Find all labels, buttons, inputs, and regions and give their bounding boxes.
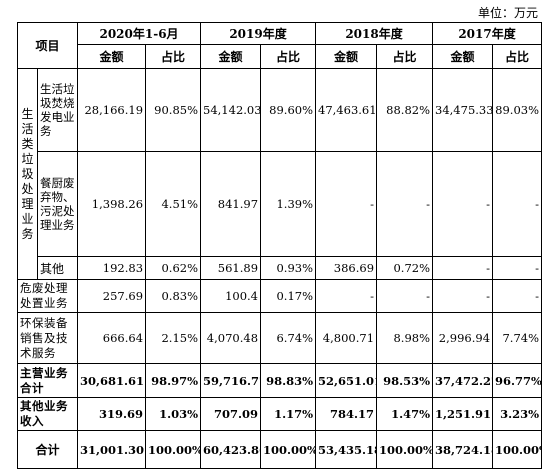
cell: - [432,256,494,280]
cell: 4.51% [145,151,202,257]
row-label: 主营业务合计 [16,363,79,398]
row-label: 环保装备销售及技术服务 [16,312,79,364]
cell: 257.69 [77,279,147,313]
table-row: 餐厨废弃物、污泥处理业务 1,398.26 4.51% 841.97 1.39%… [18,151,543,257]
table-row: 其他 192.83 0.62% 561.89 0.93% 386.69 0.72… [18,256,543,280]
table-row: 危废处理处置业务 257.69 0.83% 100.4 0.17% - - - … [16,279,543,313]
header-amount: 金额 [432,44,494,69]
header-amount: 金额 [315,44,378,69]
unit-label: 单位：万元 [477,6,538,20]
cell: 37,472.27 [432,363,494,398]
cell: 561.89 [200,256,262,280]
cell: 0.17% [260,279,317,313]
cell: - [315,151,378,257]
cell: 47,463.61 [315,68,378,152]
cell: 1.47% [376,397,434,431]
cell: 38,724.18 [432,430,494,469]
cell: - [432,151,494,257]
row-label: 危废处理处置业务 [16,279,79,313]
cell: 784.17 [315,397,378,431]
cell: 28,166.19 [77,68,147,152]
cell: 0.72% [376,256,434,280]
row-label: 生活垃圾焚烧发电业务 [36,68,79,152]
row-label: 其他 [36,256,79,280]
cell: 59,716.77 [200,363,262,398]
header-ratio: 占比 [145,44,202,69]
header-ratio: 占比 [260,44,317,69]
cell: 192.83 [77,256,147,280]
cell: 60,423.86 [200,430,262,469]
table-row: 合计 31,001.30 100.00% 60,423.86 100.00% 5… [16,430,543,469]
cell: 89.03% [492,68,543,152]
cell: 96.77% [492,363,543,398]
cell: 98.97% [145,363,202,398]
cell: 2,996.94 [432,312,494,364]
row-label: 合计 [16,430,79,469]
cell: 52,651.01 [315,363,378,398]
cell: 3.23% [492,397,543,431]
cell: 0.62% [145,256,202,280]
cell: - [376,279,434,313]
cell: 7.74% [492,312,543,364]
header-period: 2017年度 [432,22,543,45]
cell: 1,398.26 [77,151,147,257]
cell: 8.98% [376,312,434,364]
cell: 0.93% [260,256,317,280]
table-row: 环保装备销售及技术服务 666.64 2.15% 4,070.48 6.74% … [16,312,543,364]
cell: 1.17% [260,397,317,431]
cell: 0.83% [145,279,202,313]
cell: - [432,279,494,313]
cell: 100.00% [376,430,434,469]
header-item: 项目 [16,22,79,69]
table-row: 生活类垃圾处理业务 生活垃圾焚烧发电业务 28,166.19 90.85% 54… [17,68,543,280]
cell: - [315,279,378,313]
revenue-table: 项目 2020年1-6月 2019年度 2018年度 2017年度 金额 占比 … [16,22,543,469]
cell: 6.74% [260,312,317,364]
cell: 319.69 [77,397,147,431]
cell: 707.09 [200,397,262,431]
header-amount: 金额 [200,44,262,69]
cell: 89.60% [260,68,317,152]
header-amount: 金额 [77,44,147,69]
cell: 1,251.91 [432,397,494,431]
header-period: 2019年度 [200,22,317,45]
cell: 100.4 [200,279,262,313]
cell: - [376,151,434,257]
cell: - [492,256,543,280]
cell: 98.83% [260,363,317,398]
header-ratio: 占比 [376,44,434,69]
cell: 30,681.61 [77,363,147,398]
cell: 53,435.18 [315,430,378,469]
cell: 841.97 [200,151,262,257]
header-period: 2018年度 [315,22,434,45]
cell: 54,142.03 [200,68,262,152]
cell: - [492,151,543,257]
cell: 1.03% [145,397,202,431]
cell: 4,800.71 [315,312,378,364]
cell: 666.64 [77,312,147,364]
cell: 34,475.33 [432,68,494,152]
table-row: 主营业务合计 30,681.61 98.97% 59,716.77 98.83%… [16,363,543,398]
cell: 1.39% [260,151,317,257]
cell: - [492,279,543,313]
row-label: 其他业务收入 [16,397,79,431]
cell: 100.00% [492,430,543,469]
cell: 386.69 [315,256,378,280]
header-ratio: 占比 [492,44,543,69]
header-period: 2020年1-6月 [77,22,202,45]
cell: 100.00% [145,430,202,469]
group-label: 生活类垃圾处理业务 [17,68,38,280]
cell: 31,001.30 [77,430,147,469]
cell: 100.00% [260,430,317,469]
row-label: 餐厨废弃物、污泥处理业务 [36,151,79,257]
table-row: 其他业务收入 319.69 1.03% 707.09 1.17% 784.17 … [16,397,543,431]
cell: 4,070.48 [200,312,262,364]
cell: 98.53% [376,363,434,398]
cell: 88.82% [376,68,434,152]
cell: 2.15% [145,312,202,364]
cell: 90.85% [145,68,202,152]
